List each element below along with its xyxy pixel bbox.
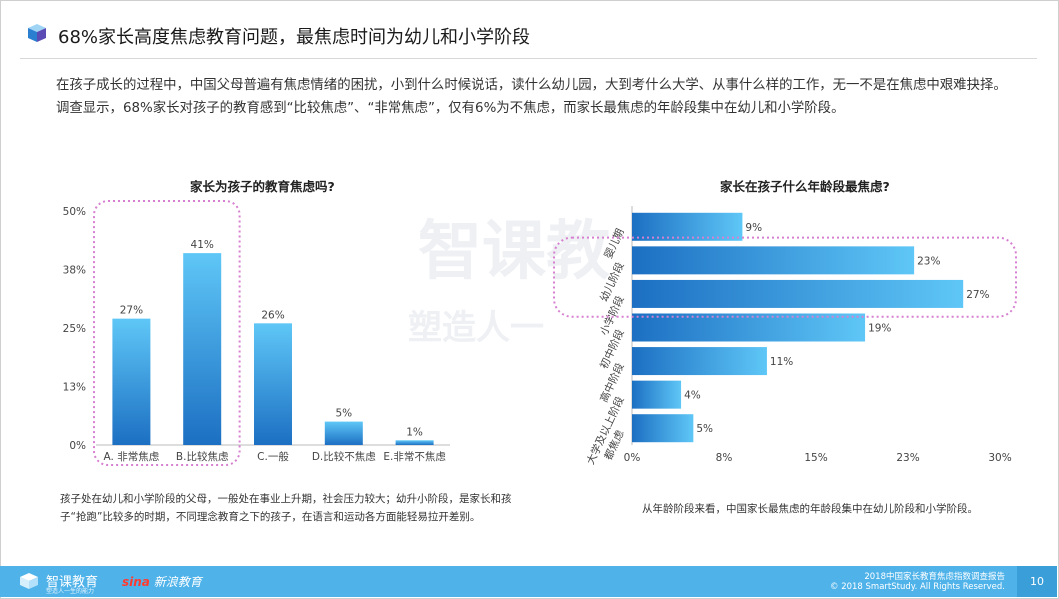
bar	[632, 380, 682, 409]
x-tick-label: D.比较不焦虑	[312, 450, 376, 463]
bar-value-label: 27%	[120, 305, 143, 317]
bar-value-label: 41%	[191, 239, 214, 251]
left-bar-chart: 50% 38% 25% 13% 0% 27% A. 非常焦虑 41% B.比较焦虑 26% C.一般…	[63, 200, 450, 466]
cube-logo-icon	[26, 22, 48, 44]
bar-value-label: 4%	[684, 390, 701, 402]
slide-header: 68%家长高度焦虑教育问题，最焦虑时间为幼儿和小学阶段	[0, 0, 1057, 64]
y-tick-label: 13%	[63, 382, 86, 394]
bar-value-label: 19%	[868, 323, 891, 335]
bar	[395, 440, 434, 445]
bar-value-label: 26%	[261, 309, 284, 321]
x-tick-label: 23%	[896, 452, 919, 464]
left-chart-title: 家长为孩子的教育焦虑吗?	[190, 179, 335, 194]
bar	[632, 313, 866, 342]
bar-value-label: 5%	[335, 408, 352, 420]
left-chart-note: 孩子处在幼儿和小学阶段的父母，一般处在事业上升期，社会压力较大；幼升小阶段，是家…	[60, 493, 512, 523]
x-tick-label: E.非常不焦虑	[383, 450, 446, 463]
highlight-box	[553, 236, 1017, 318]
y-tick-label: 0%	[69, 440, 86, 452]
bar	[324, 421, 363, 445]
copyright: © 2018 SmartStudy. All Rights Reserved.	[830, 582, 1005, 592]
sina-logo-mark: sina	[122, 575, 150, 589]
bar	[183, 253, 222, 445]
footer-bar: 智课教育 塑造人一生的能力 sina 新浪教育 2018中国家长教育焦虑指数调查…	[0, 566, 1057, 597]
x-tick-label: 0%	[624, 452, 641, 464]
bar	[632, 347, 767, 376]
x-tick-label: 15%	[804, 452, 827, 464]
y-tick-label: 25%	[63, 323, 86, 335]
brand-logo-icon	[18, 572, 40, 590]
header-divider	[20, 58, 1037, 59]
bar-value-label: 27%	[966, 289, 989, 301]
highlight-box	[93, 200, 241, 466]
y-tick-label: 38%	[63, 265, 86, 277]
x-tick-label: B.比较焦虑	[176, 450, 229, 463]
x-tick-label: C.一般	[257, 450, 289, 463]
bar	[632, 279, 964, 308]
y-tick-label: 婴儿期	[603, 227, 627, 261]
right-chart-title: 家长在孩子什么年龄段最焦虑?	[720, 179, 890, 194]
footer-brand-slogan: 塑造人一生的能力	[46, 588, 95, 595]
bar	[632, 414, 694, 443]
page-title: 68%家长高度焦虑教育问题，最焦虑时间为幼儿和小学阶段	[58, 27, 531, 48]
y-tick-label: 50%	[63, 206, 86, 218]
footer-partner: sina 新浪教育	[122, 573, 202, 590]
intro-paragraph: 在孩子成长的过程中，中国父母普遍有焦虑情绪的困扰，小到什么时候说话，读什么幼儿园…	[56, 78, 1007, 116]
bar	[254, 323, 292, 445]
bar-value-label: 5%	[696, 423, 713, 435]
x-tick-label: 8%	[716, 452, 733, 464]
bar	[632, 212, 743, 241]
bar-value-label: 23%	[917, 255, 940, 267]
right-chart-note: 从年龄阶段来看，中国家长最焦虑的年龄段集中在幼儿阶段和小学阶段。	[642, 503, 978, 515]
bar	[112, 318, 151, 445]
page-number: 10	[1017, 566, 1057, 597]
footer-brand: 智课教育	[46, 575, 99, 590]
bar-value-label: 1%	[406, 426, 423, 438]
x-tick-label: 30%	[988, 452, 1011, 464]
bar-value-label: 9%	[745, 222, 762, 234]
report-name: 2018中国家长教育焦虑指数调查报告	[864, 572, 1005, 582]
bar	[632, 246, 915, 275]
x-tick-label: A. 非常焦虑	[104, 450, 160, 463]
bar-value-label: 11%	[770, 356, 793, 368]
partner-name: 新浪教育	[153, 575, 202, 589]
y-tick-label: 幼儿阶段	[597, 260, 627, 304]
